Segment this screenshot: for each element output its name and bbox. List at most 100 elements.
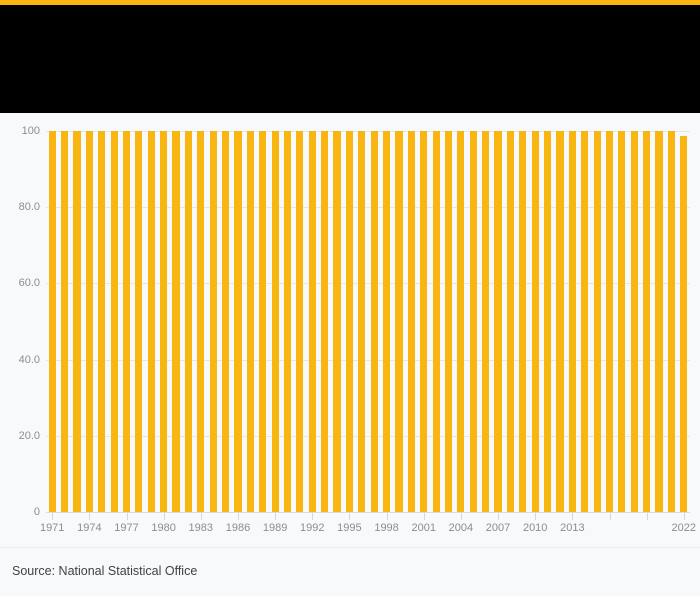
x-tick-minor — [646, 512, 648, 520]
bar[interactable] — [605, 131, 614, 512]
x-tick-label: 2010 — [522, 522, 548, 534]
bar[interactable] — [98, 131, 106, 512]
x-tick-label: 1992 — [300, 522, 325, 534]
x-tick-label: 1974 — [77, 522, 102, 534]
x-tick-label: 2022 — [671, 522, 697, 534]
bar[interactable] — [321, 131, 329, 512]
bar[interactable] — [395, 131, 403, 512]
x-tick-label: 1977 — [114, 522, 139, 534]
bar[interactable] — [643, 131, 651, 512]
footer-divider — [0, 547, 700, 548]
x-tick — [572, 512, 574, 520]
x-tick-label: 1995 — [337, 522, 362, 534]
bar[interactable] — [593, 131, 601, 512]
bar[interactable] — [543, 131, 552, 512]
bar[interactable] — [667, 131, 675, 512]
bar[interactable] — [122, 131, 131, 512]
x-tick — [52, 512, 54, 520]
x-tick — [237, 512, 239, 520]
y-axis-labels: 100 80.0 60.0 40.0 20.0 0 — [0, 126, 40, 518]
x-tick-minor — [609, 512, 611, 520]
bar[interactable] — [469, 131, 477, 512]
gridline — [46, 131, 690, 132]
gridline — [46, 359, 690, 361]
top-accent-stripe — [0, 0, 700, 5]
x-tick — [535, 512, 537, 520]
x-tick-label: 2013 — [560, 522, 585, 534]
bar[interactable] — [494, 131, 502, 512]
x-tick-label: 1980 — [151, 522, 176, 534]
x-tick — [163, 512, 165, 520]
x-tick — [498, 512, 500, 520]
bar[interactable] — [110, 131, 118, 512]
x-tick — [89, 512, 91, 520]
x-tick-label: 1983 — [188, 522, 214, 534]
bar[interactable] — [457, 131, 465, 512]
y-tick-label: 100 — [21, 125, 40, 137]
bar[interactable] — [147, 131, 155, 512]
bar[interactable] — [630, 131, 638, 512]
bar[interactable] — [482, 131, 490, 512]
y-tick-label: 60.0 — [18, 277, 40, 290]
bar[interactable] — [519, 131, 527, 512]
bar[interactable] — [259, 131, 267, 512]
x-tick-label: 1986 — [225, 522, 251, 534]
bar[interactable] — [407, 131, 415, 512]
bar[interactable] — [85, 131, 93, 512]
y-tick-label: 0 — [33, 506, 40, 518]
bar[interactable] — [296, 131, 304, 512]
bar[interactable] — [48, 131, 56, 512]
bar[interactable] — [246, 131, 254, 512]
gridline — [46, 435, 690, 437]
bar[interactable] — [420, 131, 428, 512]
bar[interactable] — [184, 131, 192, 512]
x-tick — [312, 512, 314, 520]
bar[interactable] — [531, 131, 539, 512]
x-tick — [126, 512, 128, 520]
bar[interactable] — [370, 131, 378, 512]
x-tick-label: 2007 — [485, 522, 511, 534]
y-tick-label: 20.0 — [18, 429, 40, 442]
header-band — [0, 5, 700, 113]
bar[interactable] — [172, 131, 180, 512]
bar[interactable] — [345, 131, 353, 512]
x-tick — [386, 512, 388, 520]
bar[interactable] — [234, 131, 242, 512]
bar[interactable] — [618, 131, 626, 512]
bar[interactable] — [444, 131, 453, 512]
bar[interactable] — [221, 131, 230, 512]
y-tick-label: 80.0 — [18, 201, 40, 214]
bar[interactable] — [135, 131, 143, 512]
bar[interactable] — [680, 136, 688, 512]
bar[interactable] — [308, 131, 316, 512]
bar[interactable] — [432, 131, 440, 512]
bar[interactable] — [506, 131, 514, 512]
bars-layer — [46, 131, 690, 512]
x-axis-labels: 1971 1974 1977 1980 1983 1986 1989 1992 1995 1998… — [40, 522, 696, 537]
bar[interactable] — [60, 131, 69, 512]
bar[interactable] — [283, 131, 292, 512]
x-tick-label: 2004 — [448, 522, 474, 534]
x-tick — [423, 512, 425, 520]
bar[interactable] — [73, 131, 81, 512]
x-tick — [683, 512, 685, 520]
x-axis-ticks — [46, 512, 690, 520]
x-tick-label: 1998 — [374, 522, 399, 534]
bar[interactable] — [556, 131, 564, 512]
bar[interactable] — [209, 131, 217, 512]
source-note: Source: National Statistical Office — [12, 564, 198, 578]
bar[interactable] — [655, 131, 663, 512]
bar[interactable] — [382, 131, 391, 512]
bar[interactable] — [160, 131, 168, 512]
x-tick — [460, 512, 462, 520]
bar[interactable] — [568, 131, 576, 512]
plot-area — [46, 131, 690, 513]
x-tick — [275, 512, 277, 520]
bar[interactable] — [358, 131, 366, 512]
bar[interactable] — [197, 131, 205, 512]
bar[interactable] — [271, 131, 279, 512]
bar[interactable] — [581, 131, 589, 512]
x-tick — [200, 512, 202, 520]
bar[interactable] — [333, 131, 341, 512]
